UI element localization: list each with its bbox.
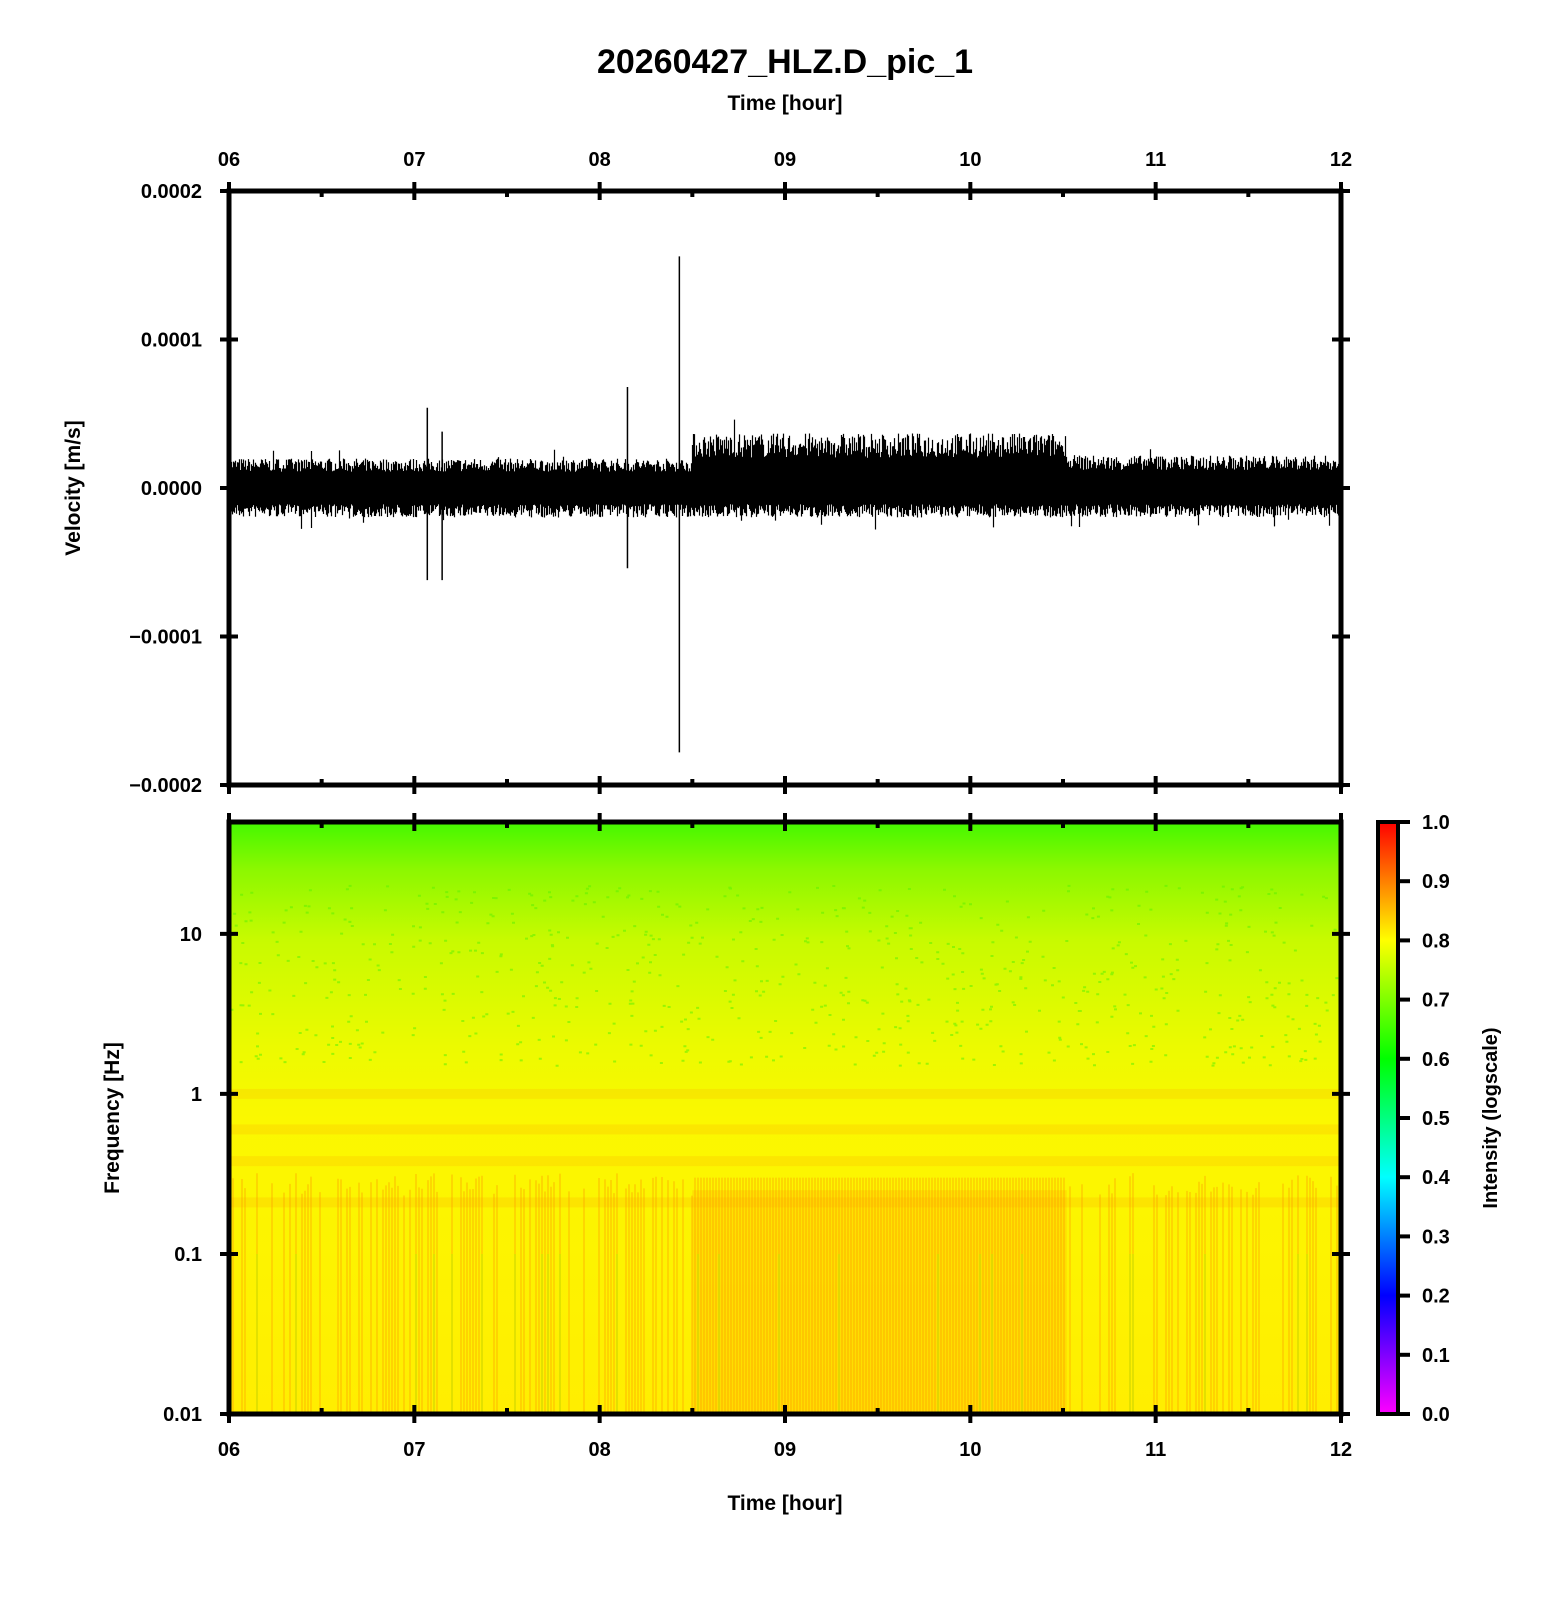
y-tick-label: 0.0001 bbox=[141, 330, 202, 352]
figure-title: 20260427_HLZ.D_pic_1 bbox=[597, 43, 973, 81]
colorbar-tick-label: 0.3 bbox=[1422, 1226, 1450, 1248]
colorbar-tick-label: 0.0 bbox=[1422, 1404, 1450, 1426]
spectrogram-panel: 06 07 08 09 10 11 12 10 1 0.1 0.01 Frequency [Hz]… bbox=[101, 813, 1352, 1515]
spec-y-tick-label: 0.1 bbox=[174, 1244, 202, 1266]
spectrogram-y-ticks: 10 1 0.1 0.01 bbox=[163, 924, 1350, 1426]
spectrogram-x-ticks: 06 07 08 09 10 11 12 bbox=[218, 813, 1352, 1461]
colorbar-gradient bbox=[1376, 820, 1400, 1416]
colorbar-tick-label: 0.2 bbox=[1422, 1286, 1450, 1308]
bottom-x-axis-label: Time [hour] bbox=[727, 1492, 842, 1515]
top-x-tick-label: 09 bbox=[774, 149, 796, 171]
harmonic-band-3 bbox=[229, 1124, 1341, 1135]
seismogram-panel: 06 07 08 09 10 11 12 0.0002 0.0001 0.0000 −0.0001… bbox=[62, 149, 1352, 797]
colorbar-tick-label: 0.9 bbox=[1422, 871, 1450, 893]
harmonic-band-2 bbox=[229, 1156, 1341, 1167]
colorbar-tick-label: 0.6 bbox=[1422, 1049, 1450, 1071]
elevated-energy-band bbox=[692, 1190, 1067, 1414]
harmonic-band-4 bbox=[229, 1088, 1341, 1099]
spec-x-tick-label: 07 bbox=[403, 1439, 425, 1461]
top-x-tick-label: 08 bbox=[589, 149, 611, 171]
spec-x-tick-label: 06 bbox=[218, 1439, 240, 1461]
spec-x-tick-label: 10 bbox=[959, 1439, 981, 1461]
colorbar-tick-label: 0.7 bbox=[1422, 990, 1450, 1012]
spec-x-tick-label: 08 bbox=[589, 1439, 611, 1461]
spectrogram-stripes bbox=[229, 884, 1341, 1414]
frequency-axis-label: Frequency [Hz] bbox=[101, 1042, 124, 1194]
colorbar-label: Intensity (logscale) bbox=[1480, 1027, 1502, 1208]
seismogram-top-x-ticks: 06 07 08 09 10 11 12 bbox=[218, 149, 1352, 794]
noise-band bbox=[229, 419, 1341, 530]
colorbar-tick-label: 0.4 bbox=[1422, 1167, 1451, 1189]
y-tick-label: −0.0001 bbox=[129, 627, 202, 649]
colorbar-tick-label: 0.8 bbox=[1422, 930, 1450, 952]
colorbar-tick-label: 1.0 bbox=[1422, 812, 1450, 834]
top-x-axis-label: Time [hour] bbox=[727, 92, 842, 115]
colorbar-tick-label: 0.1 bbox=[1422, 1345, 1450, 1367]
spec-x-tick-label: 11 bbox=[1145, 1439, 1166, 1461]
top-x-tick-label: 07 bbox=[403, 149, 425, 171]
velocity-axis-label: Velocity [m/s] bbox=[62, 420, 85, 555]
spec-y-tick-label: 0.01 bbox=[163, 1404, 202, 1426]
spec-x-tick-label: 09 bbox=[774, 1439, 796, 1461]
y-tick-label: −0.0002 bbox=[129, 775, 202, 797]
y-tick-label: 0.0000 bbox=[141, 478, 202, 500]
colorbar-ticks: 1.0 0.9 0.8 0.7 0.6 0.5 0.4 0.3 0.2 0.1 0.0 bbox=[1398, 812, 1451, 1426]
low-energy-stripes bbox=[256, 1254, 1308, 1414]
spectrogram-background bbox=[229, 822, 1341, 1414]
spec-x-tick-label: 12 bbox=[1330, 1439, 1352, 1461]
seismogram-y-ticks: 0.0002 0.0001 0.0000 −0.0001 −0.0002 bbox=[129, 181, 1350, 797]
spec-y-tick-label: 10 bbox=[180, 924, 202, 946]
top-x-tick-label: 10 bbox=[959, 149, 981, 171]
colorbar-tick-label: 0.5 bbox=[1422, 1108, 1450, 1130]
colorbar: 1.0 0.9 0.8 0.7 0.6 0.5 0.4 0.3 0.2 0.1 0.0 Intens… bbox=[1376, 812, 1502, 1426]
spec-y-tick-label: 1 bbox=[191, 1084, 202, 1106]
top-x-tick-label: 11 bbox=[1145, 149, 1166, 171]
velocity-trace bbox=[229, 256, 1341, 753]
harmonic-band-1 bbox=[229, 1197, 1341, 1208]
top-x-tick-label: 12 bbox=[1330, 149, 1352, 171]
top-x-tick-label: 06 bbox=[218, 149, 240, 171]
y-tick-label: 0.0002 bbox=[141, 181, 202, 203]
green-speckle bbox=[230, 884, 1341, 1067]
